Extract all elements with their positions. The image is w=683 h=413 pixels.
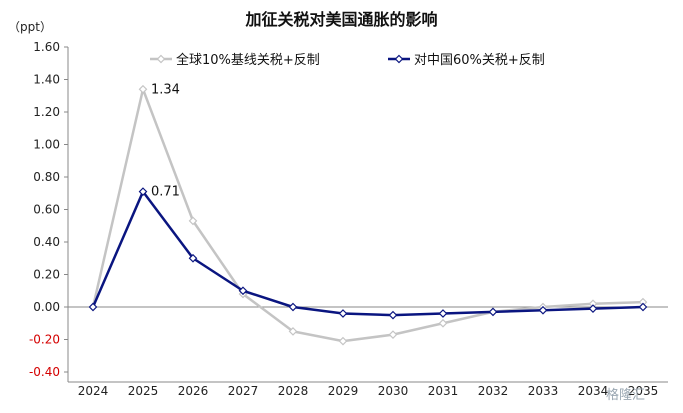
x-tick-label: 2027 bbox=[228, 384, 259, 398]
y-tick-label: 0.00 bbox=[33, 300, 60, 314]
y-tick-label: 1.00 bbox=[33, 138, 60, 152]
data-point-1 bbox=[138, 84, 148, 94]
y-axis-unit: （ppt） bbox=[8, 20, 52, 34]
data-point-2 bbox=[538, 305, 548, 315]
x-tick-label: 2029 bbox=[328, 384, 359, 398]
x-tick-label: 2024 bbox=[78, 384, 109, 398]
chart-title: 加征关税对美国通胀的影响 bbox=[245, 10, 438, 29]
data-point-1 bbox=[388, 330, 398, 339]
legend-marker-2 bbox=[394, 54, 404, 64]
data-point-2 bbox=[338, 309, 348, 318]
y-tick-label: 0.60 bbox=[33, 203, 60, 217]
data-point-1 bbox=[188, 216, 198, 226]
data-point-2 bbox=[388, 310, 398, 320]
x-tick-label: 2032 bbox=[478, 384, 509, 398]
x-tick-label: 2026 bbox=[178, 384, 209, 398]
data-point-2 bbox=[288, 302, 298, 312]
data-point-1 bbox=[438, 318, 448, 328]
data-point-2 bbox=[138, 187, 148, 196]
data-point-1 bbox=[338, 336, 348, 346]
y-tick-label: -0.40 bbox=[29, 365, 60, 379]
data-label: 0.71 bbox=[151, 185, 180, 200]
x-tick-label: 2034 bbox=[578, 384, 609, 398]
y-tick-label: 1.40 bbox=[33, 73, 60, 87]
y-tick-label: -0.20 bbox=[29, 333, 60, 347]
series-line-2 bbox=[91, 190, 644, 317]
series-line-1 bbox=[91, 88, 644, 343]
y-tick-label: 1.60 bbox=[33, 40, 60, 54]
y-tick-label: 0.40 bbox=[33, 235, 60, 249]
x-tick-label: 2025 bbox=[128, 384, 159, 398]
data-point-2 bbox=[88, 302, 98, 312]
data-point-2 bbox=[488, 307, 498, 317]
x-tick-label: 2028 bbox=[278, 384, 309, 398]
x-tick-label: 2035 bbox=[628, 384, 659, 398]
legend-label-1: 全球10%基线关税+反制 bbox=[176, 52, 320, 68]
x-tick-label: 2031 bbox=[428, 384, 459, 398]
data-point-2 bbox=[238, 286, 248, 296]
y-tick-label: 1.20 bbox=[33, 105, 60, 119]
data-label: 1.34 bbox=[151, 82, 180, 97]
data-point-2 bbox=[588, 304, 598, 313]
legend-marker-1 bbox=[156, 54, 166, 64]
data-point-2 bbox=[638, 302, 648, 312]
data-point-1 bbox=[288, 327, 298, 336]
data-point-2 bbox=[438, 309, 448, 318]
x-tick-label: 2030 bbox=[378, 384, 409, 398]
x-tick-label: 2033 bbox=[528, 384, 559, 398]
data-point-2 bbox=[188, 253, 198, 263]
y-tick-label: 0.20 bbox=[33, 268, 60, 282]
watermark-text: 格隆汇 bbox=[606, 388, 646, 403]
y-tick-label: 0.80 bbox=[33, 170, 60, 184]
legend-label-2: 对中国60%关税+反制 bbox=[414, 53, 545, 68]
